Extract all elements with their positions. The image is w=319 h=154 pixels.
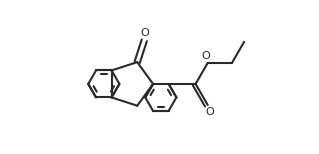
Text: O: O [206, 107, 214, 117]
Text: O: O [140, 28, 149, 38]
Text: O: O [202, 51, 211, 61]
